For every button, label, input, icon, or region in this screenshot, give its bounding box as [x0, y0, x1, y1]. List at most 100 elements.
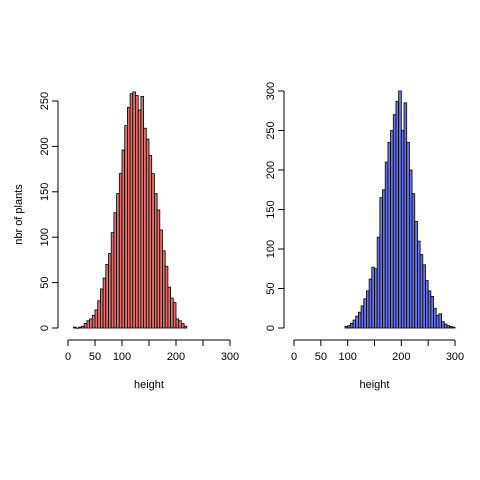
histogram-bar	[382, 189, 386, 329]
histogram-bar	[78, 326, 82, 329]
histogram-bar	[443, 323, 448, 329]
histogram-bar	[400, 130, 405, 329]
histogram-bar	[148, 155, 153, 329]
histogram-bar	[403, 102, 408, 329]
y-tick-label: 100	[39, 228, 51, 246]
histogram-bar	[355, 315, 359, 329]
x-tick-label: 100	[338, 351, 356, 363]
ticks-right: 0 50 100 150 200 250 300 0 50 100 200 300	[265, 82, 464, 363]
y-tick-label: 150	[39, 183, 51, 201]
histogram-bar	[162, 250, 166, 329]
histogram-bar	[143, 127, 147, 329]
y-tick-label: 150	[265, 200, 277, 218]
histogram-bar	[425, 280, 429, 329]
histogram-bar	[83, 323, 88, 329]
histogram-bar	[172, 302, 177, 329]
y-tick-label: 300	[265, 82, 277, 100]
histogram-bar	[366, 290, 370, 329]
histogram-bar	[132, 91, 136, 329]
histogram-bar	[430, 295, 434, 329]
histogram-bar	[113, 212, 118, 329]
histogram-bar	[446, 325, 451, 329]
histogram-bar	[73, 326, 77, 329]
histogram-bar	[151, 173, 155, 329]
y-tick-label: 100	[265, 240, 277, 258]
histogram-bar	[140, 96, 144, 329]
histogram-bar	[180, 323, 185, 329]
histogram-bar	[398, 90, 402, 329]
x-tick-label: 100	[113, 351, 131, 363]
histogram-bar	[129, 93, 134, 329]
histogram-bar	[121, 149, 126, 329]
histogram-bar	[441, 321, 445, 329]
x-tick-label: 200	[392, 351, 410, 363]
histogram-bar	[86, 320, 91, 329]
histogram-bar	[392, 114, 397, 329]
histogram-bar	[406, 141, 410, 329]
histogram-bar	[417, 240, 421, 329]
x-axis-title-left: height	[134, 379, 164, 391]
histogram-bar	[94, 309, 99, 329]
histogram-bar	[449, 326, 453, 329]
histogram-bar	[422, 264, 426, 329]
histogram-bar	[414, 220, 418, 329]
histogram-bar	[349, 322, 354, 329]
histogram-bar	[124, 125, 128, 329]
histogram-bar	[427, 290, 432, 329]
histogram-bar	[387, 141, 391, 329]
histogram-bar	[89, 318, 93, 329]
y-tick-label: 200	[39, 137, 51, 155]
histogram-bar	[360, 305, 365, 329]
histogram-bar	[395, 100, 400, 329]
x-tick-label: 0	[291, 351, 297, 363]
histogram-bar	[363, 298, 367, 329]
y-tick-label: 250	[39, 92, 51, 110]
histogram-bar	[433, 307, 437, 329]
histogram-bar	[170, 297, 174, 329]
histogram-bar	[419, 254, 424, 329]
histogram-bar	[135, 95, 139, 329]
histogram-bar	[411, 193, 416, 329]
histogram-bar	[108, 253, 112, 329]
histogram-bar	[371, 266, 375, 329]
histogram-bar	[102, 277, 107, 329]
x-tick-label: 300	[446, 351, 464, 363]
y-tick-label: 50	[265, 282, 277, 294]
panel-right: 0 50 100 150 200 250 300 0 50 100 200 300 height	[265, 82, 464, 391]
ticks-left: 0 50 100 150 200 250 0 50 100 200 300	[39, 92, 239, 363]
y-tick-label: 0	[265, 325, 277, 331]
histogram-bar	[91, 314, 96, 329]
histogram-bar	[97, 300, 101, 329]
histogram-bar	[110, 232, 115, 329]
histogram-bar	[81, 325, 85, 329]
y-tick-label: 200	[265, 161, 277, 179]
histogram-bar	[175, 318, 180, 329]
histogram-bar	[435, 314, 440, 329]
y-tick-label: 250	[265, 121, 277, 139]
histogram-bar	[357, 311, 362, 329]
histogram-bar	[105, 264, 109, 329]
y-tick-label: 0	[39, 325, 51, 331]
histogram-bar	[145, 138, 150, 329]
histogram-bar	[451, 326, 456, 329]
histogram-bar	[100, 288, 104, 329]
y-tick-label: 50	[39, 276, 51, 288]
histogram-bar	[347, 325, 351, 329]
x-tick-label: 0	[65, 351, 71, 363]
histogram-bar	[384, 161, 389, 329]
histogram-bar	[438, 313, 442, 329]
histogram-bar	[352, 319, 357, 329]
panel-left: 0 50 100 150 200 250 0 50 100 200 300 height nbr o…	[13, 91, 239, 391]
histogram-bar	[116, 193, 120, 329]
histogram-bar	[153, 193, 158, 329]
bars-left	[73, 91, 188, 329]
histogram-bar	[376, 236, 381, 329]
histogram-bar	[183, 325, 188, 329]
x-tick-label: 300	[221, 351, 239, 363]
x-axis-title-right: height	[360, 379, 390, 391]
histogram-bar	[159, 229, 163, 329]
histogram-bar	[127, 106, 131, 329]
histogram-bar	[368, 278, 373, 329]
x-tick-label: 200	[167, 351, 185, 363]
